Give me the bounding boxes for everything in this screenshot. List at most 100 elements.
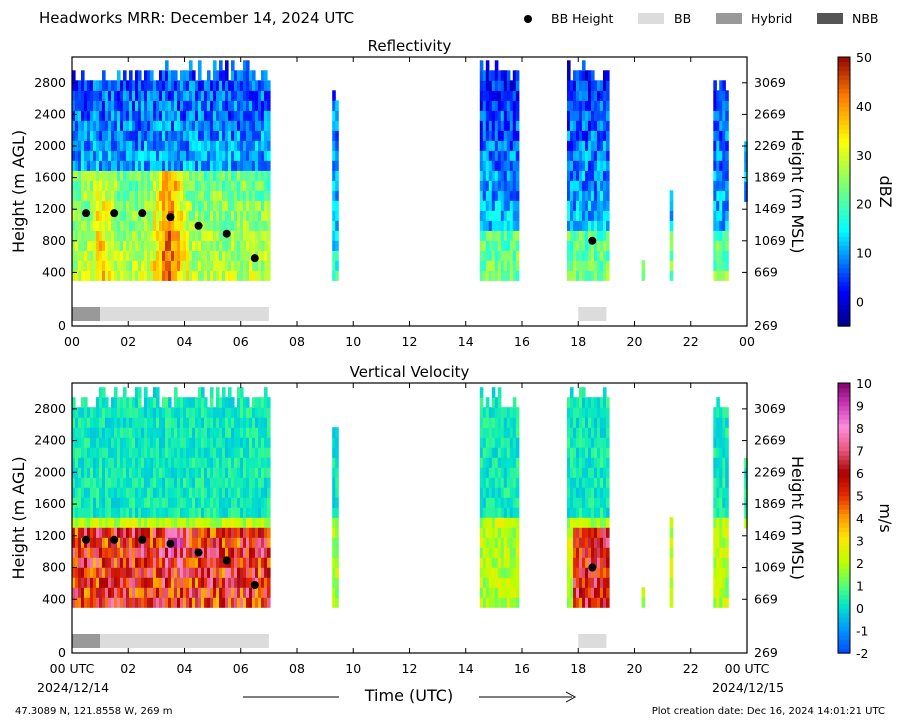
y-tick-label-4: 1600 [34,496,66,511]
y-right-tick-label-6: 2669 [754,106,786,121]
colorbar-tick-label-7: 5 [856,489,864,504]
y-tick-label-7: 2800 [34,401,66,416]
colorbar-tick-label-2: 20 [856,197,872,212]
legend-label-bb: BB [674,11,691,26]
panel-title: Vertical Velocity [350,363,470,381]
x-tick-label-5: 10 [345,661,361,676]
bb-type-bar-2 [578,634,607,648]
y-tick-label-5: 2000 [34,138,66,153]
bb-type-bar-0 [72,634,101,648]
y-tick-label-1: 400 [42,591,66,606]
x-label-arrow-head [565,691,577,703]
x-tick-label-6: 12 [402,334,418,349]
legend-label-hybrid: Hybrid [751,11,792,26]
bb-height-point-4 [194,221,203,230]
y-right-tick-label-0: 269 [754,318,778,333]
x-tick-label-4: 08 [289,661,305,676]
colorbar-frame [837,382,851,654]
y-right-tick-label-7: 3069 [754,75,786,90]
y-tick-label-4: 1600 [34,170,66,185]
legend-swatch-bb [638,13,664,24]
x-tick-label-5: 10 [345,334,361,349]
colorbar-label: m/s [876,503,895,532]
y-tick-label-2: 800 [42,560,66,575]
colorbar: 0 10 20 30 40 50 dBZ [837,50,895,327]
colorbar-tick-label-1: 10 [856,246,872,261]
bb-height-point-2 [138,209,147,218]
heatmap-field [72,387,748,608]
colorbar-tick-label-2: 0 [856,601,864,616]
location-label: 47.3089 N, 121.8558 W, 269 m [15,706,173,717]
x-tick-label-11: 22 [683,334,699,349]
start-date-label: 2024/12/14 [37,680,109,695]
colorbar-tick-label-5: 3 [856,534,864,549]
x-axis-label: Time (UTC) [364,686,453,705]
y-right-tick-label-4: 1869 [754,496,786,511]
y-right-tick-label-3: 1469 [754,528,786,543]
x-tick-label-2: 04 [177,661,193,676]
colorbar-tick-label-12: 10 [856,376,872,391]
y-tick-label-2: 800 [42,233,66,248]
y-right-tick-label-5: 2269 [754,464,786,479]
legend-marker-bb-height [524,15,532,23]
x-tick-label-11: 22 [683,661,699,676]
legend-label-nbb: NBB [852,11,879,26]
x-tick-label-0: 00 UTC [50,661,95,676]
bb-height-point-6 [250,580,259,589]
colorbar-tick-label-9: 7 [856,444,864,459]
colorbar-tick-label-0: -2 [856,646,868,661]
bb-height-point-5 [222,229,231,238]
x-tick-label-9: 18 [570,661,586,676]
x-tick-label-7: 14 [458,661,474,676]
y-tick-label-1: 400 [42,264,66,279]
x-tick-label-4: 08 [289,334,305,349]
colorbar-tick-label-6: 4 [856,511,864,526]
y-right-tick-label-5: 2269 [754,138,786,153]
x-tick-label-2: 04 [177,334,193,349]
y-right-tick-label-6: 2669 [754,433,786,448]
colorbar-tick-label-4: 40 [856,99,872,114]
y-right-tick-label-4: 1869 [754,170,786,185]
y-right-tick-label-1: 669 [754,264,778,279]
bb-type-bar-1 [100,307,269,321]
y-right-tick-label-3: 1469 [754,201,786,216]
x-tick-label-3: 06 [233,661,249,676]
y-right-tick-label-7: 3069 [754,401,786,416]
heatmap-field [72,60,748,281]
x-tick-label-1: 02 [120,661,136,676]
x-tick-label-9: 18 [570,334,586,349]
bb-type-bar-1 [100,634,269,648]
y-tick-label-7: 2800 [34,75,66,90]
y-tick-label-5: 2000 [34,464,66,479]
bb-height-point-7 [588,563,597,572]
legend-label-bb-height: BB Height [551,11,614,26]
colorbar-tick-label-11: 9 [856,399,864,414]
x-tick-label-3: 06 [233,334,249,349]
figure-title: Headworks MRR: December 14, 2024 UTC [39,9,354,27]
bb-type-bar-2 [578,307,607,321]
colorbar-tick-label-4: 2 [856,556,864,571]
bb-height-point-1 [110,535,119,544]
x-tick-label-0: 00 [64,334,80,349]
panel-title: Reflectivity [368,37,452,55]
x-tick-label-1: 02 [120,334,136,349]
x-tick-label-12: 00 UTC [725,661,770,676]
y-right-tick-label-2: 1069 [754,560,786,575]
x-tick-label-12: 00 [739,334,755,349]
bb-height-point-5 [222,556,231,565]
y-tick-label-3: 1200 [34,201,66,216]
bb-height-point-4 [194,548,203,557]
y-right-tick-label-0: 269 [754,645,778,660]
colorbar-tick-label-5: 50 [856,50,872,65]
colorbar-tick-label-3: 30 [856,148,872,163]
bb-height-point-6 [250,254,259,263]
y-tick-label-3: 1200 [34,528,66,543]
legend-swatch-hybrid [716,13,742,24]
colorbar-tick-label-8: 6 [856,466,864,481]
colorbar-frame [837,56,851,327]
